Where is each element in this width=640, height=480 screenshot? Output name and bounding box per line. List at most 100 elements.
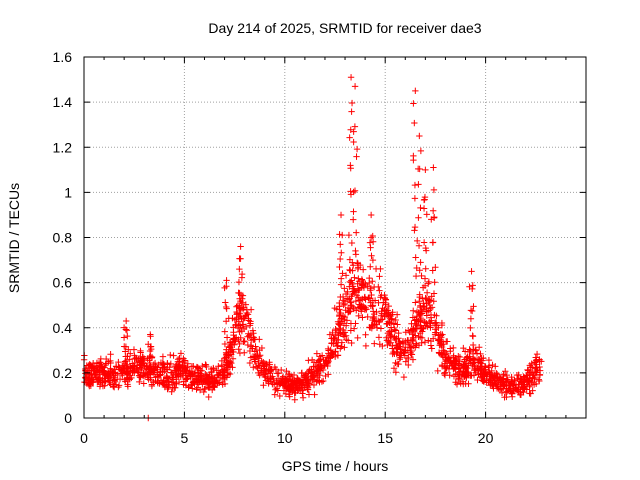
data-point — [407, 351, 415, 358]
data-point — [429, 207, 437, 214]
data-point — [455, 376, 463, 384]
data-point — [299, 390, 306, 397]
data-point — [175, 378, 183, 386]
data-point — [173, 376, 180, 383]
data-point — [236, 349, 244, 357]
data-point — [342, 272, 350, 279]
data-point — [524, 366, 531, 374]
data-point — [193, 378, 200, 386]
data-point — [456, 368, 464, 375]
data-point — [422, 322, 429, 329]
data-point — [155, 373, 162, 381]
y-axis-label: SRMTID / TECUs — [6, 183, 22, 293]
data-point — [239, 321, 246, 328]
data-point — [480, 355, 487, 362]
data-point — [235, 289, 242, 297]
data-point — [344, 309, 352, 316]
data-point — [423, 211, 430, 218]
data-point — [376, 341, 384, 348]
data-point — [358, 302, 365, 310]
data-point — [240, 338, 247, 346]
data-point — [140, 380, 147, 387]
data-point — [287, 386, 295, 394]
data-point — [430, 164, 437, 171]
data-point — [410, 156, 417, 164]
y-tick-label: 1.6 — [53, 49, 73, 65]
data-point — [489, 361, 496, 369]
data-point — [410, 100, 417, 107]
data-point — [414, 165, 422, 173]
data-point — [322, 372, 329, 380]
data-point — [265, 380, 272, 387]
data-point — [314, 367, 321, 374]
data-point — [439, 352, 446, 359]
data-point — [338, 249, 345, 256]
data-point — [516, 389, 524, 397]
data-point — [533, 361, 540, 368]
data-point — [415, 242, 423, 249]
data-point — [221, 284, 228, 292]
data-point — [382, 301, 389, 308]
data-point — [235, 278, 243, 286]
data-point — [168, 379, 176, 386]
data-point — [438, 334, 445, 341]
data-point — [490, 374, 497, 381]
data-point — [411, 227, 418, 234]
data-point — [340, 301, 347, 309]
data-point — [337, 293, 344, 301]
data-point — [353, 229, 360, 236]
data-point — [450, 365, 458, 372]
data-point — [422, 247, 430, 254]
data-point — [483, 373, 490, 380]
data-point — [469, 333, 477, 340]
data-point — [461, 363, 468, 370]
data-point — [122, 343, 130, 350]
data-point — [369, 238, 377, 245]
data-point — [251, 336, 259, 343]
data-point — [226, 358, 234, 365]
data-point — [121, 358, 129, 365]
grid-lines — [84, 57, 586, 418]
data-point — [98, 361, 105, 368]
data-point — [486, 377, 494, 384]
data-point — [308, 356, 316, 364]
data-point — [308, 368, 316, 376]
data-point — [362, 342, 370, 350]
data-point — [416, 298, 423, 305]
data-point — [371, 318, 378, 325]
data-point — [316, 358, 323, 365]
data-point — [270, 378, 278, 386]
data-point — [508, 377, 516, 385]
data-point — [485, 362, 493, 370]
data-point — [102, 378, 109, 385]
data-point — [86, 361, 93, 368]
data-point — [425, 337, 432, 344]
data-point — [338, 318, 346, 325]
data-point — [164, 359, 171, 367]
data-point — [107, 365, 114, 372]
data-point — [376, 287, 383, 294]
data-point — [471, 363, 478, 370]
chart-title: Day 214 of 2025, SRMTID for receiver dae… — [208, 20, 481, 36]
data-point — [441, 370, 448, 377]
data-point — [392, 316, 399, 324]
data-point — [409, 337, 417, 345]
data-point — [172, 384, 179, 391]
data-point — [517, 375, 524, 382]
data-point — [199, 362, 206, 370]
data-point — [184, 360, 192, 367]
data-point — [347, 327, 355, 334]
data-point — [509, 393, 516, 400]
data-point — [375, 334, 383, 341]
data-point — [246, 359, 254, 367]
data-point — [387, 332, 395, 340]
data-point — [229, 355, 237, 362]
data-point — [525, 367, 532, 374]
data-point — [515, 383, 522, 391]
data-point — [402, 358, 410, 365]
data-point — [314, 377, 322, 385]
data-point — [352, 247, 359, 255]
data-point — [480, 369, 487, 376]
data-point — [348, 99, 356, 107]
data-point — [413, 316, 420, 323]
